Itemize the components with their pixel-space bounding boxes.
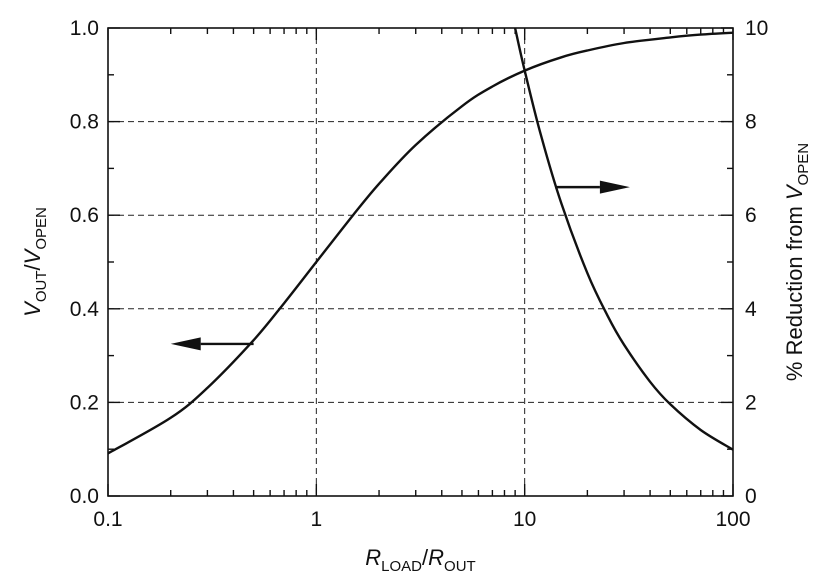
- grid: [108, 28, 733, 496]
- y-left-tick-label: 1.0: [70, 17, 99, 40]
- y-right-tick-label: 4: [745, 298, 757, 321]
- ticks: 0.1 1 10 100 0.0 0.2 0.4 0.6 0.8 1.0 0 2 4 6 8 10: [70, 17, 769, 531]
- y-right-tick-label: 0: [745, 485, 757, 508]
- arrow-to-left-axis: [170, 337, 254, 351]
- curves: [107, 27, 734, 455]
- plot-frame: [107, 27, 734, 497]
- y-right-tick-label: 6: [745, 204, 757, 227]
- arrow-head: [599, 180, 630, 194]
- curve-percent-reduction: [513, 27, 734, 451]
- y-left-tick-label: 0.4: [70, 298, 100, 321]
- y-left-tick-label: 0.0: [70, 485, 99, 508]
- arrows: [170, 180, 630, 351]
- x-tick-label: 100: [715, 508, 750, 531]
- arrow-to-right-axis: [555, 180, 630, 194]
- y-left-tick-label: 0.8: [70, 111, 99, 134]
- y-axis-right-label: % Reduction from VOPEN: [782, 143, 812, 381]
- y-right-tick-label: 8: [745, 111, 757, 134]
- curve-vout-ratio: [107, 31, 734, 455]
- x-axis-label: RLOAD/ROUT: [365, 545, 475, 575]
- y-axis-left-label: VOUT/VOPEN: [20, 207, 50, 317]
- y-left-tick-label: 0.2: [70, 391, 99, 414]
- y-left-tick-label: 0.6: [70, 204, 99, 227]
- y-right-tick-label: 2: [745, 391, 757, 414]
- arrow-head: [170, 337, 201, 351]
- x-tick-label: 0.1: [93, 508, 122, 531]
- x-tick-label: 10: [513, 508, 536, 531]
- y-right-tick-label: 10: [745, 17, 768, 40]
- x-tick-label: 1: [310, 508, 322, 531]
